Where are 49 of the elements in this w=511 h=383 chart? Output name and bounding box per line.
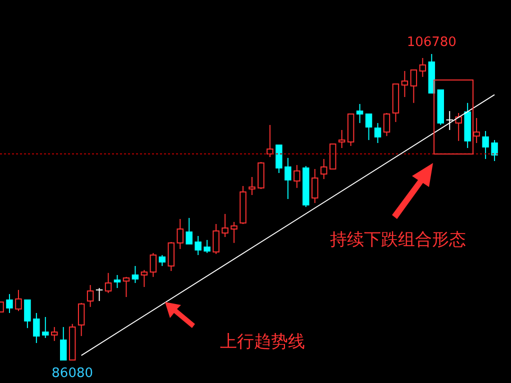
candlestick [122, 276, 130, 298]
candlestick [374, 122, 382, 144]
candlestick [42, 316, 49, 338]
candlestick [140, 269, 148, 288]
candlestick [294, 164, 300, 188]
candlestick [104, 272, 112, 294]
candlestick [212, 224, 220, 255]
candlestick [338, 129, 346, 149]
candlestick [320, 158, 328, 180]
candlestick [15, 289, 22, 312]
candlestick [266, 124, 274, 158]
candlestick [230, 221, 238, 244]
candlestick [86, 284, 94, 308]
annotation: 持续下跌组合形态 [330, 229, 466, 251]
candlestick [204, 239, 210, 254]
candlestick [446, 110, 454, 130]
candlestick [248, 176, 256, 196]
candlestick [150, 252, 157, 278]
candlestick [276, 144, 282, 174]
candlestick [51, 326, 58, 342]
candlestick [410, 69, 418, 104]
candlestick [284, 157, 292, 200]
candlestick [356, 103, 364, 124]
candlestick [95, 288, 104, 302]
annotation: 上行趋势线 [220, 331, 305, 353]
candlestick [419, 57, 426, 78]
candlestick [158, 254, 166, 266]
candlestick [312, 168, 318, 204]
annotation: 106780 [406, 35, 456, 50]
candlestick [114, 274, 121, 289]
candlestick [365, 114, 372, 141]
candlestick [6, 294, 13, 314]
candlestick [33, 312, 40, 344]
candlestick [24, 299, 31, 329]
candlestick [401, 70, 408, 98]
candlestick [168, 242, 175, 272]
candlestick [455, 112, 462, 142]
candlestick [186, 217, 192, 244]
candlestick [78, 302, 85, 337]
candlestick [132, 265, 139, 284]
annotation: 86080 [52, 366, 94, 382]
candlestick [194, 235, 202, 256]
candlestick [222, 213, 228, 238]
candlestick [383, 112, 390, 137]
candlestick [473, 118, 480, 144]
candlestick [176, 218, 184, 250]
candlestick [60, 326, 67, 360]
candlestick [491, 140, 498, 162]
candlestick [482, 130, 489, 160]
